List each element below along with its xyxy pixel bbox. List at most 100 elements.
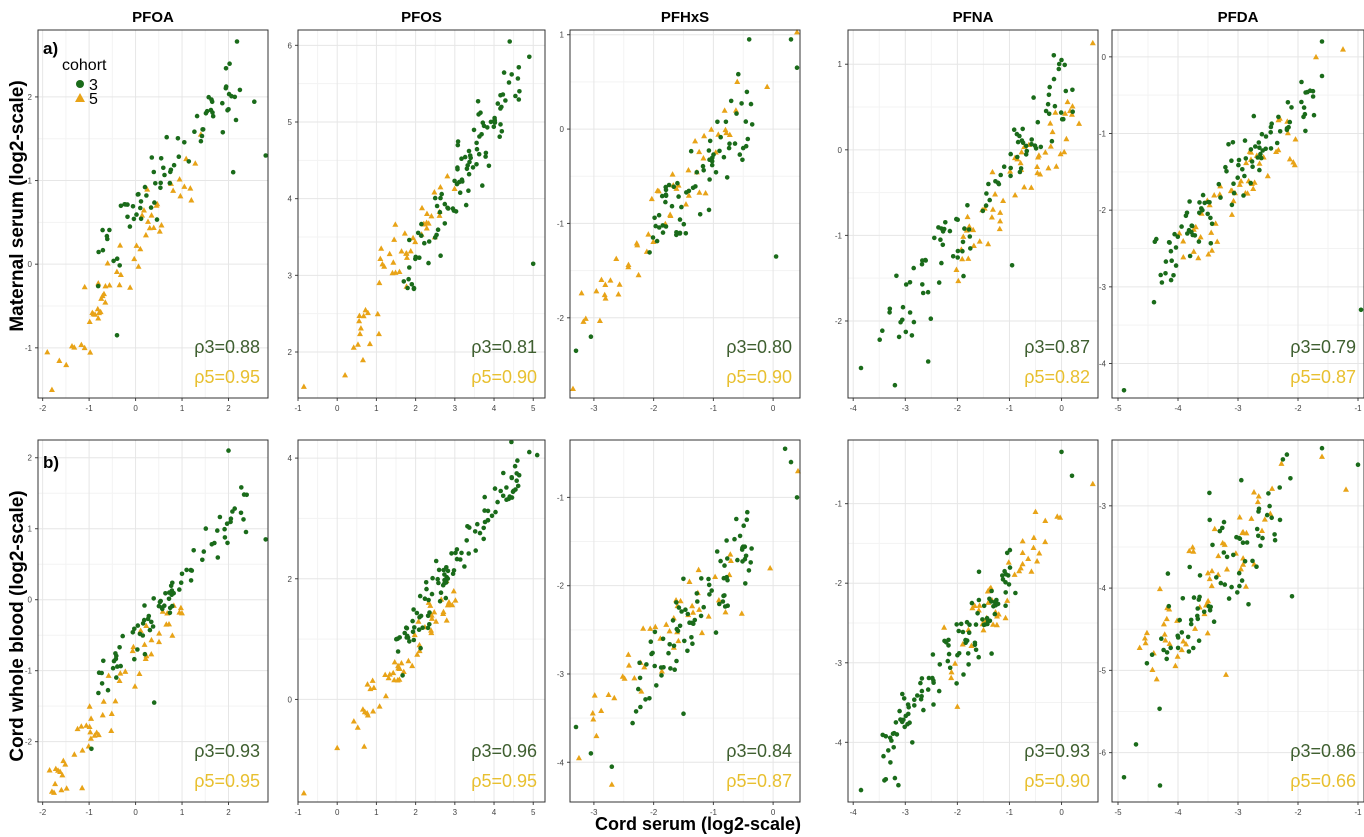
cohort-3-point bbox=[100, 247, 106, 253]
cohort-3-point bbox=[744, 89, 750, 95]
cohort-3-point bbox=[671, 184, 677, 190]
cohort-5-point bbox=[135, 263, 142, 269]
cohort-3-point bbox=[237, 87, 243, 93]
cohort-3-point bbox=[932, 235, 937, 241]
cohort-3-point bbox=[114, 333, 120, 338]
cohort-3-point bbox=[498, 106, 503, 111]
cohort-5-point bbox=[1019, 549, 1026, 556]
cohort-3-point bbox=[989, 599, 994, 604]
cohort-5-point bbox=[1160, 620, 1167, 627]
cohort-5-point bbox=[596, 317, 603, 324]
cohort-3-point bbox=[912, 697, 917, 702]
cohort-5-point bbox=[376, 279, 383, 286]
cohort-3-point bbox=[1023, 152, 1029, 157]
cohort-3-point bbox=[663, 199, 668, 205]
cohort-5-point bbox=[113, 268, 120, 275]
cohort-5-point bbox=[409, 662, 416, 669]
cohort-5-point bbox=[99, 292, 106, 299]
cohort-3-point bbox=[454, 547, 460, 552]
cohort-3-point bbox=[660, 636, 666, 642]
cohort-5-point bbox=[1019, 560, 1026, 567]
cohort-5-point bbox=[638, 688, 645, 694]
cohort-3-point bbox=[422, 240, 427, 246]
cohort-3-point bbox=[222, 526, 227, 532]
cohort-3-point bbox=[1175, 633, 1180, 639]
cohort-3-point bbox=[653, 223, 658, 229]
cohort-5-point bbox=[357, 325, 364, 331]
cohort-3-point bbox=[222, 535, 228, 540]
y-tick-label: -1 bbox=[25, 344, 33, 353]
cohort-3-point bbox=[530, 261, 536, 267]
cohort-3-point bbox=[1070, 109, 1075, 114]
y-tick-label: 1 bbox=[560, 31, 565, 40]
panel-row1-7: -3 -2 -1 0 -4 -3 -2 -1 ρ3=0.84 ρ5=0.87 bbox=[557, 439, 801, 817]
cohort-3-point bbox=[903, 282, 909, 287]
cohort-3-point bbox=[717, 601, 722, 607]
cohort-5-point bbox=[695, 566, 702, 573]
cohort-3-point bbox=[956, 628, 961, 634]
cohort-3-point bbox=[151, 169, 157, 175]
x-tick-label: 1 bbox=[180, 808, 185, 817]
legend-label-3: 3 bbox=[89, 77, 98, 94]
panel-letter-b: b) bbox=[43, 453, 59, 472]
cohort-5-point bbox=[106, 282, 113, 288]
panel-pfhxs-2: -3 -2 -1 0 -2 -1 0 1 PFHxS ρ3=0.80 ρ5=0.90 bbox=[557, 9, 801, 413]
cohort-3-point bbox=[473, 548, 479, 553]
cohort-3-point bbox=[1236, 535, 1242, 541]
cohort-5-point bbox=[734, 78, 741, 85]
cohort-5-point bbox=[131, 683, 138, 689]
cohort-3-point bbox=[1256, 140, 1262, 145]
cohort-5-point bbox=[1136, 644, 1143, 651]
cohort-3-point bbox=[1246, 602, 1251, 607]
cohort-3-point bbox=[1164, 650, 1170, 655]
y-tick-label: -1 bbox=[835, 231, 843, 240]
cohort-5-point bbox=[1007, 168, 1014, 174]
cohort-3-point bbox=[1263, 134, 1269, 139]
cohort-3-point bbox=[1165, 571, 1171, 576]
cohort-3-point bbox=[170, 580, 175, 586]
cohort-3-point bbox=[737, 152, 743, 157]
cohort-3-point bbox=[946, 651, 952, 657]
cohort-3-point bbox=[515, 458, 520, 463]
cohort-5-point bbox=[142, 655, 149, 661]
cohort-3-point bbox=[1009, 263, 1015, 268]
rho-cohort-3: ρ3=0.80 bbox=[726, 337, 792, 357]
cohort-5-point bbox=[640, 625, 647, 631]
cohort-3-point bbox=[419, 221, 424, 227]
cohort-5-point bbox=[370, 684, 377, 691]
cohort-5-point bbox=[593, 732, 600, 739]
cohort-3-point bbox=[483, 150, 489, 156]
cohort-3-point bbox=[412, 625, 417, 630]
cohort-3-point bbox=[677, 623, 683, 629]
cohort-3-point bbox=[477, 530, 483, 536]
y-tick-label: 1 bbox=[838, 60, 843, 69]
x-tick-label: 5 bbox=[531, 808, 536, 817]
cohort-5-point bbox=[108, 727, 115, 734]
cohort-5-point bbox=[59, 771, 66, 778]
cohort-5-point bbox=[1208, 567, 1215, 574]
cohort-5-point bbox=[369, 677, 376, 683]
cohort-3-point bbox=[1175, 234, 1181, 239]
cohort-3-point bbox=[749, 546, 754, 551]
cohort-3-point bbox=[902, 724, 907, 730]
legend-title: cohort bbox=[62, 57, 107, 74]
cohort-5-point bbox=[48, 386, 55, 393]
cohort-5-point bbox=[1034, 163, 1041, 170]
cohort-3-point bbox=[679, 609, 684, 614]
cohort-5-point bbox=[685, 166, 692, 173]
cohort-3-point bbox=[107, 227, 112, 233]
cohort-3-point bbox=[1168, 248, 1174, 254]
cohort-5-point bbox=[1002, 614, 1009, 621]
cohort-3-point bbox=[647, 696, 652, 701]
rho-cohort-3: ρ3=0.86 bbox=[1290, 741, 1356, 761]
cohort-3-point bbox=[111, 658, 117, 664]
cohort-3-point bbox=[492, 118, 498, 123]
cohort-5-point bbox=[379, 260, 386, 267]
cohort-5-point bbox=[1208, 247, 1215, 253]
cohort-3-point bbox=[985, 618, 991, 624]
cohort-5-point bbox=[976, 238, 983, 244]
cohort-3-point bbox=[744, 517, 750, 522]
cohort-3-point bbox=[145, 616, 151, 622]
cohort-3-point bbox=[644, 662, 649, 667]
